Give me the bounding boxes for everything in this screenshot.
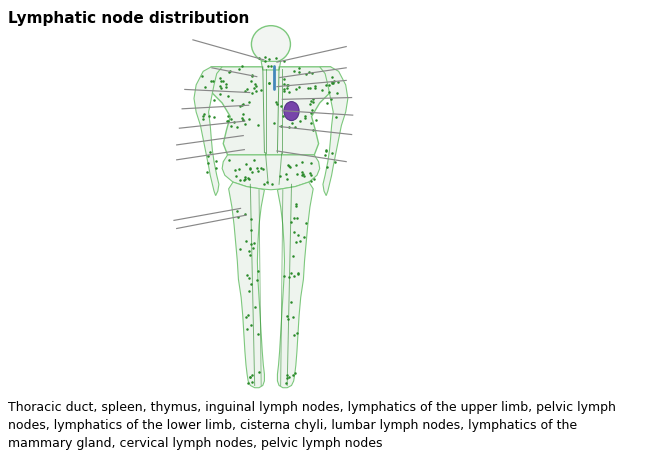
PathPatch shape — [206, 68, 336, 156]
Ellipse shape — [252, 27, 290, 64]
PathPatch shape — [277, 183, 313, 388]
Ellipse shape — [284, 102, 299, 121]
Text: Thoracic duct, spleen, thymus, inguinal lymph nodes, lymphatics of the upper lim: Thoracic duct, spleen, thymus, inguinal … — [8, 400, 616, 449]
PathPatch shape — [319, 68, 348, 196]
Text: Lymphatic node distribution: Lymphatic node distribution — [8, 11, 250, 26]
PathPatch shape — [229, 183, 265, 388]
PathPatch shape — [261, 62, 280, 71]
PathPatch shape — [194, 68, 222, 196]
PathPatch shape — [222, 156, 319, 190]
